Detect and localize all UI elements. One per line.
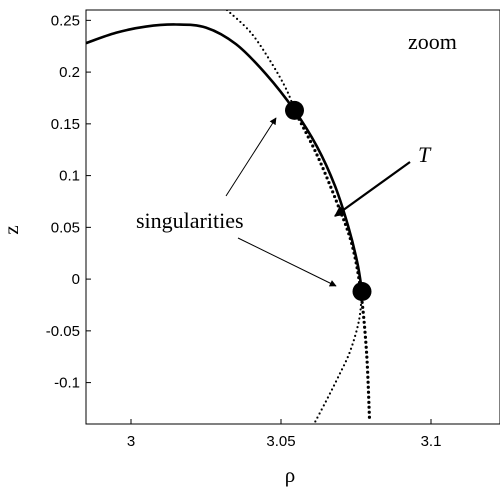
y-tick-label: 0.1 bbox=[59, 168, 80, 185]
T-label: T bbox=[418, 142, 432, 167]
y-tick-label: 0.25 bbox=[51, 12, 80, 29]
singularity-markers bbox=[285, 100, 372, 302]
singularity-marker bbox=[285, 100, 304, 120]
curve-dotted-fine-2 bbox=[225, 10, 296, 112]
y-tick-label: 0 bbox=[72, 271, 80, 288]
arrow-to-lower-singularity bbox=[237, 237, 337, 287]
y-axis-ticks: 0.25 0.2 0.15 0.1 0.05 0 -0.05 -0.1 bbox=[46, 12, 91, 392]
curve-dotted-fine-3 bbox=[312, 290, 364, 424]
y-tick-label: 0.05 bbox=[51, 219, 80, 236]
x-tick-label: 3.05 bbox=[266, 433, 295, 450]
x-tick-label: 3 bbox=[127, 433, 135, 450]
y-tick-label: -0.05 bbox=[46, 323, 80, 340]
arrow-to-upper-singularity bbox=[225, 117, 277, 197]
curves bbox=[86, 10, 372, 424]
y-tick-label: -0.1 bbox=[54, 375, 80, 392]
curve-dotted-coarse-1 bbox=[292, 108, 372, 421]
singularities-label: singularities bbox=[136, 208, 244, 233]
curve-solid-0 bbox=[86, 23, 364, 293]
y-tick-label: 0.2 bbox=[59, 64, 80, 81]
x-tick-label: 3.1 bbox=[421, 433, 442, 450]
x-axis-ticks: 3 3.05 3.1 bbox=[127, 419, 442, 450]
y-axis-label: z bbox=[0, 225, 23, 234]
plot-frame bbox=[85, 9, 500, 425]
arrow-to-T-curve bbox=[334, 161, 411, 217]
zoom-label: zoom bbox=[408, 29, 457, 54]
x-axis-label: ρ bbox=[285, 463, 295, 487]
y-tick-label: 0.15 bbox=[51, 116, 80, 133]
singularity-marker bbox=[352, 282, 372, 302]
